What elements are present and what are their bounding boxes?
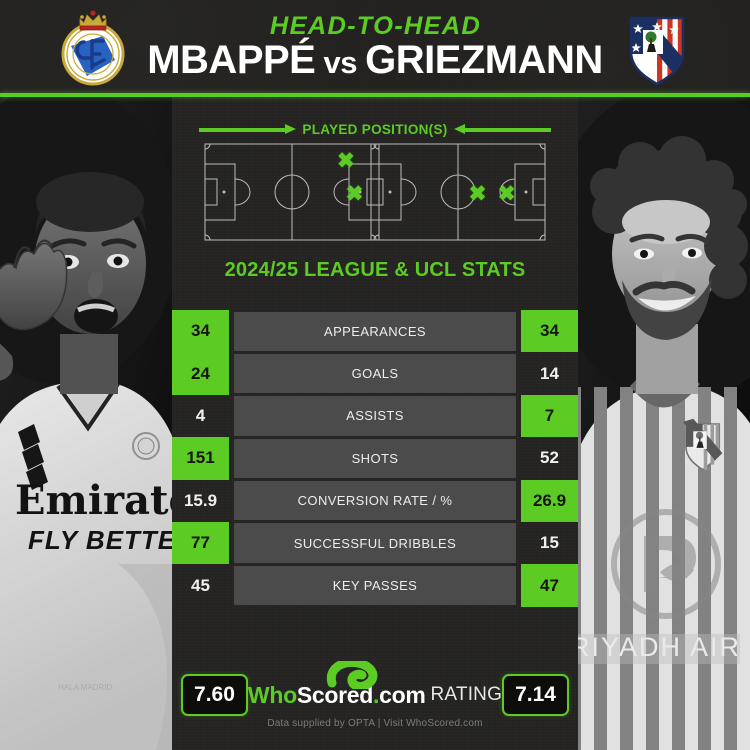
- pitch-diagram: ✖ ✖ ✖ ✖: [204, 143, 546, 241]
- page-title: MBAPPÉ vs GRIEZMANN: [147, 37, 603, 82]
- stat-label: KEY PASSES: [234, 565, 516, 606]
- stats-table: 34 APPEARANCES 34 24 GOALS 14 4 ASSISTS …: [172, 310, 578, 607]
- accent-divider: [0, 93, 750, 97]
- stat-value-right: 15: [540, 533, 559, 553]
- player-right-name: GRIEZMANN: [365, 37, 603, 82]
- stat-value-right: 7: [521, 394, 578, 438]
- stat-label: SHOTS: [234, 438, 516, 479]
- brand-rating-label: RATING: [430, 684, 503, 705]
- whoscored-brand[interactable]: WhoScored.com RATING: [248, 657, 503, 709]
- table-row: 24 GOALS 14: [172, 352, 578, 395]
- table-row: 4 ASSISTS 7: [172, 394, 578, 438]
- played-positions-title: PLAYED POSITION(S): [302, 121, 448, 137]
- stat-value-left: 45: [191, 575, 210, 595]
- atletico-madrid-crest-icon: [616, 8, 698, 90]
- player-left-photo: Emirates FLY BETTER: [0, 94, 175, 750]
- table-row: 15.9 CONVERSION RATE / % 26.9: [172, 479, 578, 522]
- stat-value-left: 151: [172, 437, 229, 480]
- stat-value-right: 14: [540, 363, 559, 383]
- stat-value-left: 4: [195, 405, 206, 425]
- stat-label: APPEARANCES: [234, 311, 516, 351]
- position-marker: ✖: [345, 182, 364, 206]
- stat-label: ASSISTS: [234, 396, 516, 436]
- brand-dot: .: [373, 681, 380, 708]
- brand-text: WhoScored.com: [248, 682, 426, 709]
- stat-value-right: 52: [540, 448, 559, 468]
- stat-label: GOALS: [234, 353, 516, 394]
- stat-value-left: 77: [172, 521, 229, 565]
- table-row: 34 APPEARANCES 34: [172, 310, 578, 353]
- stat-value-left: 24: [172, 352, 229, 395]
- stats-panel: PLAYED POSITION(S): [172, 94, 578, 750]
- rating-left: 7.60: [181, 674, 248, 716]
- vs-label: vs: [315, 44, 366, 80]
- arrow-left-icon: [453, 124, 551, 134]
- position-marker: ✖: [497, 182, 516, 206]
- table-row: 151 SHOTS 52: [172, 437, 578, 480]
- stat-value-left: 15.9: [183, 490, 218, 510]
- head-to-head-kicker: HEAD-TO-HEAD: [269, 11, 481, 40]
- title-block: HEAD-TO-HEAD MBAPPÉ vs GRIEZMANN: [147, 0, 603, 94]
- player-left-name: MBAPPÉ: [147, 37, 316, 82]
- player-right-photo: RIYADH AIR: [578, 94, 750, 750]
- brand-com: com: [379, 681, 426, 708]
- whoscored-question-mark-logo-icon: [326, 657, 380, 691]
- stat-value-left: 34: [172, 310, 229, 353]
- stat-value-right: 26.9: [521, 479, 578, 522]
- stat-value-right: 34: [521, 310, 578, 353]
- position-marker: ✖: [468, 182, 487, 206]
- played-positions-header: PLAYED POSITION(S): [172, 120, 578, 138]
- rating-footer: 7.60 WhoScored.com RATING 7.14 Data supp…: [172, 657, 578, 750]
- table-row: 45 KEY PASSES 47: [172, 564, 578, 607]
- position-marker: ✖: [337, 149, 355, 173]
- real-madrid-crest-icon: [52, 8, 134, 90]
- stats-section-title: 2024/25 LEAGUE & UCL STATS: [224, 259, 526, 281]
- brand-who: Who: [247, 681, 297, 708]
- credit-line: Data supplied by OPTA | Visit WhoScored.…: [267, 718, 483, 729]
- stat-label: SUCCESSFUL DRIBBLES: [234, 523, 516, 563]
- stat-value-right: 47: [521, 564, 578, 607]
- rating-right: 7.14: [502, 674, 569, 716]
- stat-label: CONVERSION RATE / %: [234, 481, 516, 521]
- table-row: 77 SUCCESSFUL DRIBBLES 15: [172, 521, 578, 565]
- arrow-right-icon: [199, 124, 297, 134]
- header-bar: HEAD-TO-HEAD MBAPPÉ vs GRIEZMANN: [0, 0, 750, 94]
